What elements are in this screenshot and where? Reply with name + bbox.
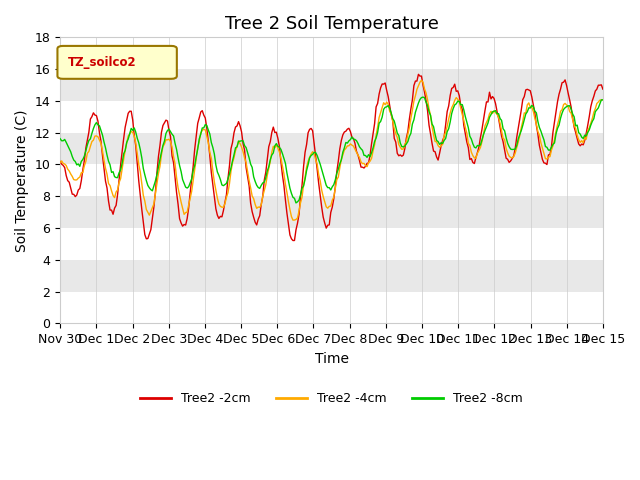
X-axis label: Time: Time [314,352,349,366]
Title: Tree 2 Soil Temperature: Tree 2 Soil Temperature [225,15,438,33]
Legend: Tree2 -2cm, Tree2 -4cm, Tree2 -8cm: Tree2 -2cm, Tree2 -4cm, Tree2 -8cm [135,387,528,410]
FancyBboxPatch shape [58,46,177,79]
Bar [60,228,603,260]
Bar [60,165,603,196]
Text: TZ_soilco2: TZ_soilco2 [68,56,137,69]
Y-axis label: Soil Temperature (C): Soil Temperature (C) [15,109,29,252]
Bar [60,101,603,132]
Bar [60,37,603,69]
Bar [60,292,603,324]
